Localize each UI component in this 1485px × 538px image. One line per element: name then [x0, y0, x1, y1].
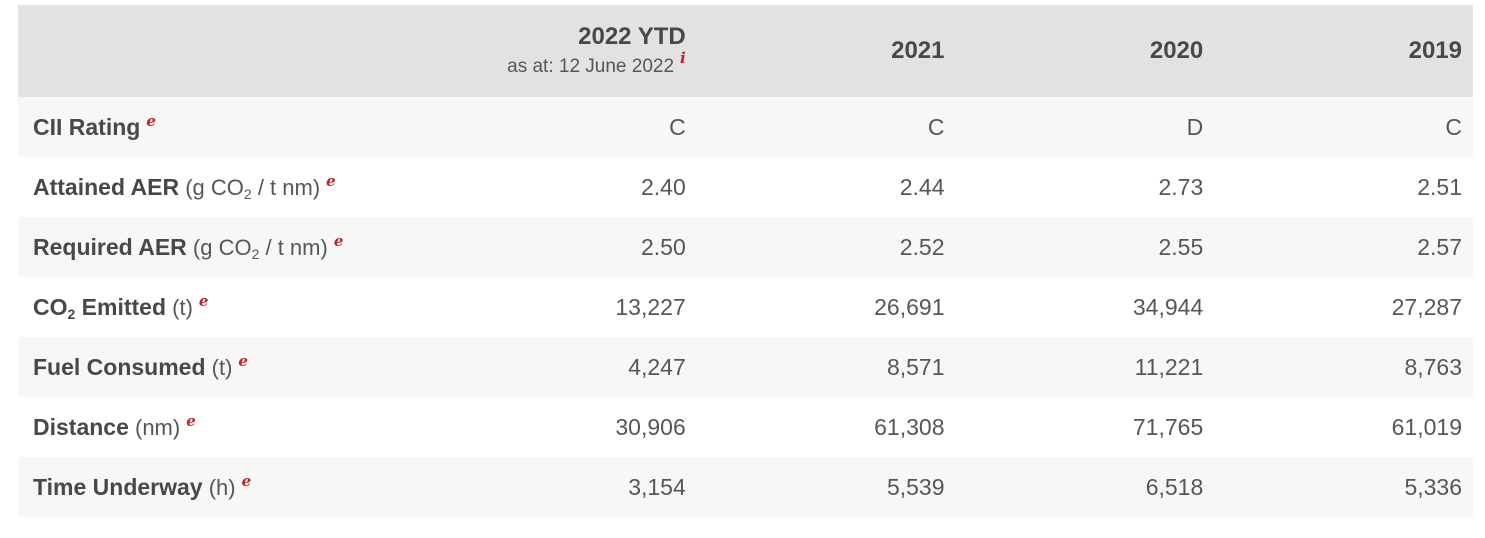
row-unit-text: (t) — [205, 354, 233, 380]
value-2019: 61,019 — [1214, 397, 1473, 457]
column-header-subtitle: as at: 12 June 2022 i — [439, 51, 686, 80]
column-header-2021: 2021 — [696, 5, 956, 97]
row-label-cii-rating: CII Rating e — [18, 97, 438, 157]
row-unit-text: (g CO — [186, 234, 252, 260]
value-2019: 5,336 — [1214, 457, 1473, 517]
row-unit-text: (g CO — [179, 174, 244, 200]
row-label-text: Attained AER — [33, 173, 180, 200]
table-row-distance: Distance (nm) e 30,906 61,308 71,765 61,0… — [18, 397, 1473, 457]
value-2019: 2.51 — [1214, 157, 1473, 217]
header-empty-cell — [18, 5, 438, 97]
row-unit-subscript: 2 — [243, 185, 252, 202]
value-2019: 2.57 — [1214, 217, 1473, 277]
value-2019: C — [1214, 97, 1473, 157]
row-unit: (nm) — [129, 415, 180, 440]
footnote-marker-e: e — [186, 411, 196, 430]
row-label-text: Time Underway — [33, 473, 203, 500]
value-2020: 2.73 — [955, 157, 1215, 217]
value-2021: C — [696, 97, 956, 157]
table-row-time-underway: Time Underway (h) e 3,154 5,539 6,518 5,3… — [18, 457, 1473, 517]
row-label-fuel-consumed: Fuel Consumed (t) e — [18, 337, 438, 397]
value-2021: 2.52 — [696, 217, 956, 277]
table-row-co2-emitted: CO2 Emitted (t) e 13,227 26,691 34,944 27… — [18, 277, 1473, 337]
value-2021: 2.44 — [696, 157, 956, 217]
row-label-required-aer: Required AER (g CO2 / t nm) e — [18, 217, 438, 277]
row-label-text: Required AER — [33, 233, 187, 260]
column-header-2019: 2019 — [1214, 5, 1473, 97]
value-2022-ytd: 3,154 — [438, 457, 697, 517]
row-label-time-underway: Time Underway (h) e — [18, 457, 438, 517]
value-2020: D — [955, 97, 1215, 157]
cii-performance-table: 2022 YTD as at: 12 June 2022 i 2021 2020 … — [18, 5, 1473, 517]
value-2020: 34,944 — [955, 277, 1215, 337]
column-header-2022-ytd: 2022 YTD as at: 12 June 2022 i — [438, 5, 697, 97]
row-label-subscript: 2 — [67, 305, 76, 322]
row-label-text: CO — [33, 293, 68, 320]
row-label-text: CII Rating — [33, 113, 141, 140]
row-label-text-post: Emitted — [75, 293, 167, 320]
table-row-attained-aer: Attained AER (g CO2 / t nm) e 2.40 2.44 2… — [18, 157, 1473, 217]
value-2020: 2.55 — [955, 217, 1215, 277]
footnote-marker-e: e — [198, 291, 209, 310]
footnote-marker-e: e — [326, 171, 336, 190]
row-label-co2-emitted: CO2 Emitted (t) e — [18, 277, 438, 337]
row-label-text: Distance — [33, 413, 129, 440]
value-2022-ytd: C — [438, 97, 697, 157]
value-2022-ytd: 30,906 — [438, 397, 697, 457]
column-header-title: 2022 YTD — [578, 23, 686, 51]
row-unit-text-post: / t nm) — [259, 234, 328, 260]
row-label-attained-aer: Attained AER (g CO2 / t nm) e — [18, 157, 438, 217]
value-2020: 11,221 — [955, 337, 1215, 397]
value-2022-ytd: 2.50 — [438, 217, 697, 277]
footnote-marker-e: e — [241, 471, 252, 490]
value-2020: 71,765 — [955, 397, 1215, 457]
table-row-fuel-consumed: Fuel Consumed (t) e 4,247 8,571 11,221 8,… — [18, 337, 1473, 397]
row-unit: (t) — [166, 295, 193, 320]
value-2021: 5,539 — [696, 457, 956, 517]
row-unit-text: (nm) — [128, 414, 181, 440]
footnote-marker-e: e — [238, 351, 248, 370]
row-unit-text-post: / t nm) — [251, 174, 321, 200]
row-unit: (h) — [203, 475, 236, 500]
header-row: 2022 YTD as at: 12 June 2022 i 2021 2020 … — [18, 5, 1473, 97]
value-2021: 8,571 — [696, 337, 956, 397]
value-2022-ytd: 4,247 — [438, 337, 697, 397]
row-label-distance: Distance (nm) e — [18, 397, 438, 457]
value-2019: 27,287 — [1214, 277, 1473, 337]
row-unit-text: (t) — [166, 294, 193, 320]
row-unit-subscript: 2 — [251, 245, 260, 262]
row-label-text: Fuel Consumed — [33, 353, 206, 380]
table-row-cii-rating: CII Rating e C C D C — [18, 97, 1473, 157]
value-2021: 26,691 — [696, 277, 956, 337]
value-2021: 61,308 — [696, 397, 956, 457]
value-2022-ytd: 2.40 — [438, 157, 697, 217]
table-container: 2022 YTD as at: 12 June 2022 i 2021 2020 … — [18, 5, 1473, 517]
row-unit: (t) — [206, 355, 233, 380]
info-footnote-i[interactable]: i — [680, 49, 686, 68]
value-2020: 6,518 — [955, 457, 1215, 517]
as-at-date-text: as at: 12 June 2022 — [507, 56, 675, 78]
value-2019: 8,763 — [1214, 337, 1473, 397]
footnote-marker-e: e — [146, 111, 156, 130]
row-unit-text: (h) — [202, 474, 236, 500]
row-unit: (g CO2 / t nm) — [186, 234, 328, 262]
row-unit: (g CO2 / t nm) — [179, 174, 321, 202]
footnote-marker-e: e — [333, 231, 344, 250]
column-header-2020: 2020 — [955, 5, 1215, 97]
value-2022-ytd: 13,227 — [438, 277, 697, 337]
table-row-required-aer: Required AER (g CO2 / t nm) e 2.50 2.52 2… — [18, 217, 1473, 277]
